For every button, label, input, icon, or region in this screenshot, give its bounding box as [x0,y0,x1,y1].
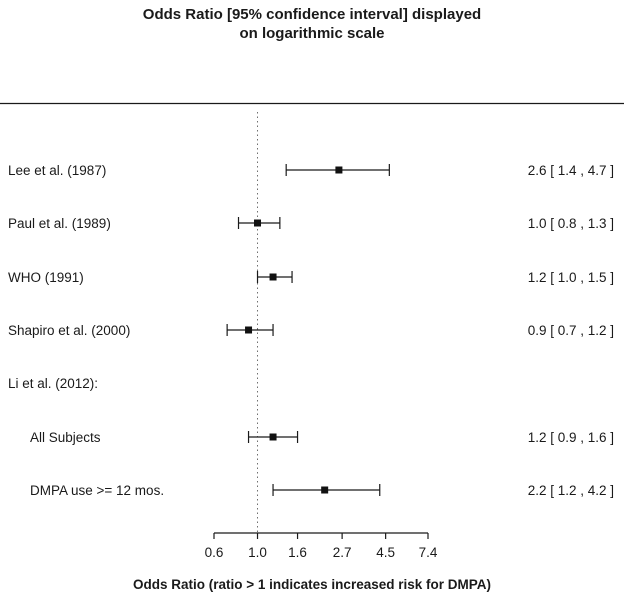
ci-group [272,484,381,496]
or-value: 0.9 [ 0.7 , 1.2 ] [528,323,614,338]
ci-group [256,271,293,283]
or-value: 1.2 [ 0.9 , 1.6 ] [528,430,614,445]
ci-group [247,431,299,443]
x-axis: 0.6 1.0 1.6 2.7 4.5 7.4 [205,532,438,560]
x-axis-tick-label: 1.0 [248,545,267,560]
or-marker [269,273,277,281]
x-axis-tick-label: 4.5 [376,545,395,560]
or-marker [321,486,329,494]
x-axis-tick-label: 7.4 [419,545,438,560]
study-label: Lee et al. (1987) [8,163,106,178]
x-axis-tick-label: 0.6 [205,545,224,560]
or-marker [335,166,343,174]
or-value: 1.0 [ 0.8 , 1.3 ] [528,216,614,231]
study-label: DMPA use >= 12 mos. [30,483,164,498]
study-label: All Subjects [30,430,101,445]
study-label: WHO (1991) [8,270,84,285]
ci-group [237,217,281,229]
or-marker [269,433,277,441]
or-marker [254,219,262,227]
or-value: 2.2 [ 1.2 , 4.2 ] [528,483,614,498]
x-axis-tick-label: 2.7 [333,545,352,560]
or-marker [245,326,253,334]
ci-group [285,164,390,176]
x-axis-tick-label: 1.6 [288,545,307,560]
forest-rows: Lee et al. (1987) 2.6 [ 1.4 , 4.7 ] Paul e… [8,112,614,533]
x-axis-title: Odds Ratio (ratio > 1 indicates increase… [133,577,491,592]
ci-group [226,324,274,336]
or-value: 1.2 [ 1.0 , 1.5 ] [528,270,614,285]
chart-title-line2: on logarithmic scale [239,25,384,42]
study-label: Paul et al. (1989) [8,216,111,231]
study-label: Shapiro et al. (2000) [8,323,130,338]
chart-title-line1: Odds Ratio [95% confidence interval] dis… [143,6,481,23]
or-value: 2.6 [ 1.4 , 4.7 ] [528,163,614,178]
study-label: Li et al. (2012): [8,376,98,391]
